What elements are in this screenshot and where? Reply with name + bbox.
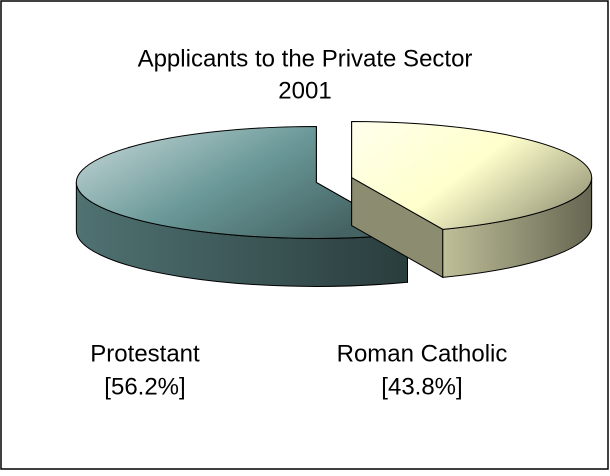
pie-slice xyxy=(351,121,593,279)
chart-title: Applicants to the Private Sector xyxy=(138,45,473,72)
slice-value-label: [56.2%] xyxy=(104,373,185,400)
slice-label: Roman Catholic xyxy=(337,340,508,367)
slice-value-label: [43.8%] xyxy=(381,373,462,400)
chart-title: 2001 xyxy=(278,77,331,104)
pie-slice xyxy=(75,125,410,287)
slice-top xyxy=(351,121,593,230)
slice-label: Protestant xyxy=(90,340,200,367)
slice-top xyxy=(75,125,410,239)
